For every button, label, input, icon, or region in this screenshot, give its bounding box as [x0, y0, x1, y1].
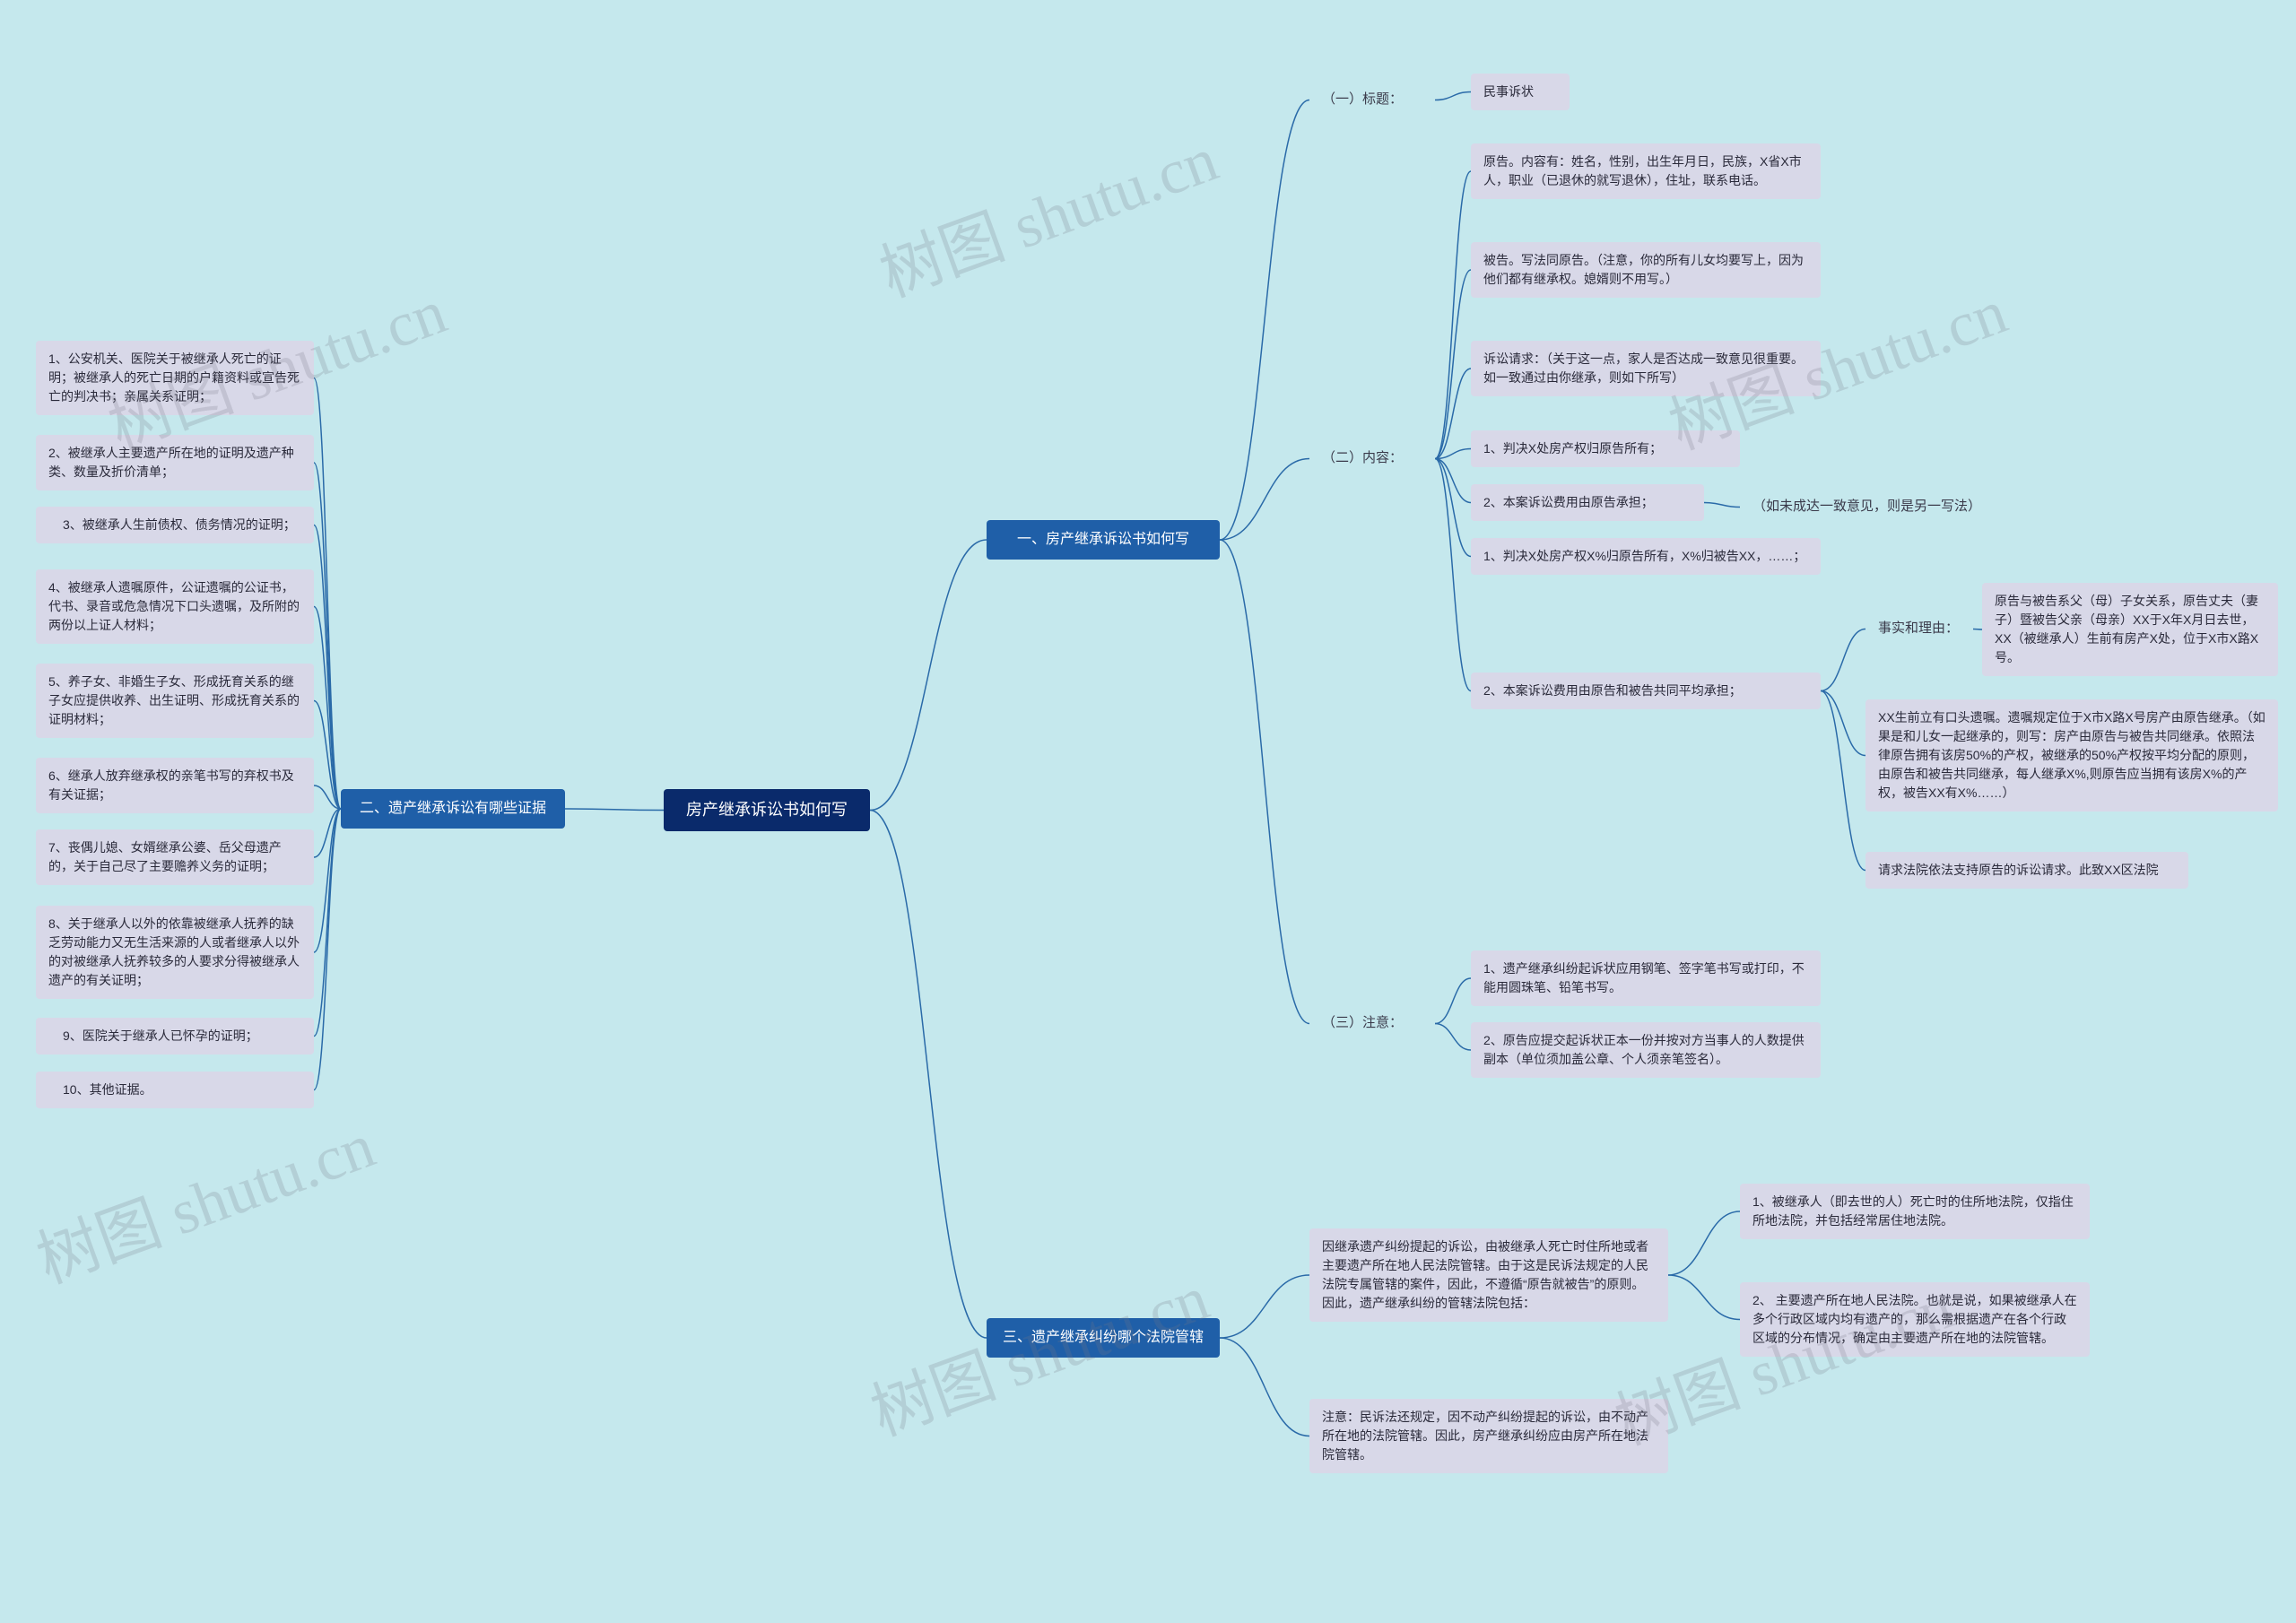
node-l10: 10、其他证据。 — [36, 1072, 314, 1108]
node-p13b: 2、原告应提交起诉状正本一份并按对方当事人的人数提供副本（单位须加盖公章、个人须… — [1471, 1022, 1821, 1078]
node-l7: 7、丧偶儿媳、女婿继承公婆、岳父母遗产的，关于自己尽了主要赡养义务的证明； — [36, 829, 314, 885]
node-b1: 一、房产继承诉讼书如何写 — [987, 520, 1220, 560]
node-p12g3: 请求法院依法支持原告的诉讼请求。此致XX区法院 — [1866, 852, 2188, 889]
node-p12d: 1、判决X处房产权归原告所有； — [1471, 430, 1740, 467]
watermark: 树图 shutu.cn — [22, 1096, 385, 1301]
node-l8: 8、关于继承人以外的依靠被继承人抚养的缺乏劳动能力又无生活来源的人或者继承人以外… — [36, 906, 314, 999]
node-l6: 6、继承人放弃继承权的亲笔书写的弃权书及有关证据； — [36, 758, 314, 813]
node-p12g: 2、本案诉讼费用由原告和被告共同平均承担； — [1471, 673, 1821, 709]
node-l1: 1、公安机关、医院关于被继承人死亡的证明；被继承人的死亡日期的户籍资料或宣告死亡… — [36, 341, 314, 415]
node-p12g1a: 事实和理由： — [1866, 610, 1973, 648]
node-l2: 2、被继承人主要遗产所在地的证明及遗产种类、数量及折价清单； — [36, 435, 314, 490]
node-p31a: 1、被继承人（即去世的人）死亡时的住所地法院，仅指住所地法院，并包括经常居住地法… — [1740, 1184, 2090, 1239]
node-p12: （二）内容： — [1309, 439, 1435, 478]
node-p12g2: XX生前立有口头遗嘱。遗嘱规定位于X市X路X号房产由原告继承。（如果是和儿女一起… — [1866, 699, 2278, 812]
node-b2: 二、遗产继承诉讼有哪些证据 — [341, 789, 565, 829]
node-l9: 9、医院关于继承人已怀孕的证明； — [36, 1018, 314, 1055]
node-p11: （一）标题： — [1309, 81, 1435, 119]
node-p13a: 1、遗产继承纠纷起诉状应用钢笔、签字笔书写或打印，不能用圆珠笔、铅笔书写。 — [1471, 950, 1821, 1006]
node-l4: 4、被继承人遗嘱原件，公证遗嘱的公证书，代书、录音或危急情况下口头遗嘱，及所附的… — [36, 569, 314, 644]
node-p12b: 被告。写法同原告。（注意，你的所有儿女均要写上，因为他们都有继承权。媳婿则不用写… — [1471, 242, 1821, 298]
node-l5: 5、养子女、非婚生子女、形成抚育关系的继子女应提供收养、出生证明、形成抚育关系的… — [36, 664, 314, 738]
node-p12f: 1、判决X处房产权X%归原告所有，X%归被告XX，……； — [1471, 538, 1821, 575]
node-p12e: 2、本案诉讼费用由原告承担； — [1471, 484, 1704, 521]
node-p12a: 原告。内容有：姓名，性别，出生年月日，民族，X省X市人，职业（已退休的就写退休）… — [1471, 143, 1821, 199]
node-p12c: 诉讼请求：（关于这一点，家人是否达成一致意见很重要。如一致通过由你继承，则如下所… — [1471, 341, 1821, 396]
node-p32: 注意：民诉法还规定，因不动产纠纷提起的诉讼，由不动产所在地的法院管辖。因此，房产… — [1309, 1399, 1668, 1473]
node-root: 房产继承诉讼书如何写 — [664, 789, 870, 831]
node-p12e2: （如未成达一致意见，则是另一写法） — [1740, 488, 2027, 526]
node-p31b: 2、 主要遗产所在地人民法院。也就是说，如果被继承人在多个行政区域内均有遗产的，… — [1740, 1282, 2090, 1357]
node-p11a: 民事诉状 — [1471, 74, 1570, 110]
node-p31: 因继承遗产纠纷提起的诉讼，由被继承人死亡时住所地或者主要遗产所在地人民法院管辖。… — [1309, 1228, 1668, 1322]
node-l3: 3、被继承人生前债权、债务情况的证明； — [36, 507, 314, 543]
watermark: 树图 shutu.cn — [865, 109, 1228, 315]
node-b3: 三、遗产继承纠纷哪个法院管辖 — [987, 1318, 1220, 1358]
node-p12g1: 原告与被告系父（母）子女关系，原告丈夫（妻子）暨被告父亲（母亲）XX于X年X月日… — [1982, 583, 2278, 676]
node-p13: （三）注意： — [1309, 1004, 1435, 1043]
